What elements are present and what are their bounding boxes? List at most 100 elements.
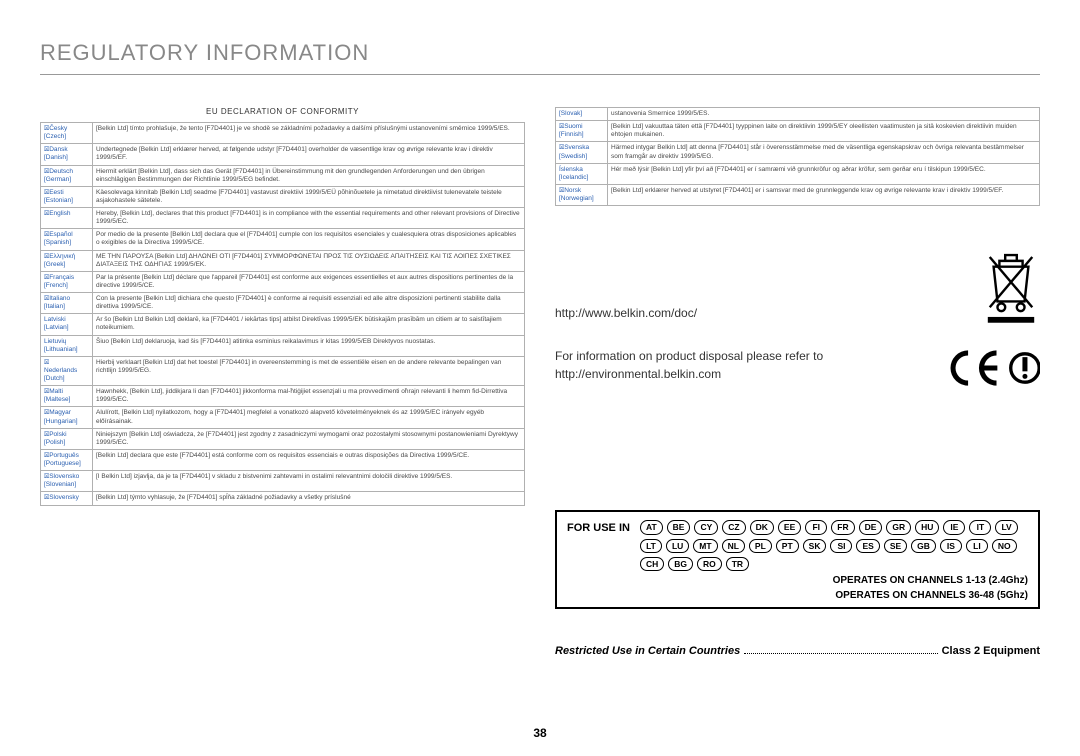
table-row: ⮽Dansk[Danish]Undertegnede [Belkin Ltd] … — [41, 144, 525, 165]
country-pill: MT — [693, 539, 717, 553]
declaration-cell: Por medio de la presente [Belkin Ltd] de… — [93, 229, 525, 250]
weee-icon — [982, 247, 1040, 330]
language-cell: Íslenska[Icelandic] — [556, 163, 608, 184]
language-cell: ⮽Magyar[Hungarian] — [41, 407, 93, 428]
language-cell: ⮽Ελληνική[Greek] — [41, 250, 93, 271]
declaration-cell: Härmed intygar Belkin Ltd] att denna [F7… — [608, 142, 1040, 163]
language-cell: ⮽Slovensko[Slovenian] — [41, 471, 93, 492]
country-pill: PT — [776, 539, 799, 553]
declaration-cell: Undertegnede [Belkin Ltd] erklærer herve… — [93, 144, 525, 165]
declaration-cell: [Belkin Ltd] declara que este [F7D4401] … — [93, 449, 525, 470]
country-pill: LU — [666, 539, 689, 553]
declaration-cell: Ar šo [Belkin Ltd Belkin Ltd] deklarē, k… — [93, 314, 525, 335]
restricted-row: Restricted Use in Certain Countries Clas… — [555, 645, 1040, 657]
language-cell: ⮽Nederlands[Dutch] — [41, 356, 93, 385]
country-pill: EE — [778, 520, 801, 534]
country-pill: CZ — [722, 520, 745, 534]
table-row: ⮽EnglishHereby, [Belkin Ltd], declares t… — [41, 208, 525, 229]
table-row: [Slovak]ustanovenia Smernice 1999/5/ES. — [556, 108, 1040, 121]
disposal-text: For information on product disposal plea… — [555, 348, 875, 383]
conformity-table-left: ⮽Česky[Czech][Belkin Ltd] tímto prohlašu… — [40, 122, 525, 506]
language-cell: Lietuvių[Lithuanian] — [41, 335, 93, 356]
table-row: ⮽Česky[Czech][Belkin Ltd] tímto prohlašu… — [41, 123, 525, 144]
country-pill: TR — [726, 557, 749, 571]
country-pill: LT — [640, 539, 662, 553]
country-pill: CH — [640, 557, 664, 571]
language-cell: ⮽Dansk[Danish] — [41, 144, 93, 165]
country-pill: AT — [640, 520, 663, 534]
country-pill: DE — [859, 520, 883, 534]
table-row: ⮽Slovensko[Slovenian][I Belkin Ltd] izja… — [41, 471, 525, 492]
table-row: ⮽Norsk[Norwegian][Belkin Ltd] erklærer h… — [556, 184, 1040, 205]
declaration-cell: ΜΕ ΤΗΝ ΠΑΡΟΥΣΑ [Belkin Ltd] ΔΗΛΩΝΕΙ ΟΤΙ … — [93, 250, 525, 271]
declaration-cell: Šiuo [Belkin Ltd] deklaruoja, kad šis [F… — [93, 335, 525, 356]
declaration-cell: [Belkin Ltd] týmto vyhlasuje, že [F7D440… — [93, 492, 525, 505]
table-row: Lietuvių[Lithuanian]Šiuo [Belkin Ltd] de… — [41, 335, 525, 356]
table-row: ⮽Suomi[Finnish][Belkin Ltd] vakuuttaa tä… — [556, 121, 1040, 142]
language-cell: ⮽English — [41, 208, 93, 229]
declaration-cell: [Belkin Ltd] vakuuttaa täten että [F7D44… — [608, 121, 1040, 142]
table-row: ⮽Ελληνική[Greek]ΜΕ ΤΗΝ ΠΑΡΟΥΣΑ [Belkin L… — [41, 250, 525, 271]
country-pill: GR — [886, 520, 911, 534]
country-pill: IE — [943, 520, 965, 534]
restricted-right: Class 2 Equipment — [942, 645, 1040, 657]
declaration-cell: ustanovenia Smernice 1999/5/ES. — [608, 108, 1040, 121]
language-cell: ⮽Česky[Czech] — [41, 123, 93, 144]
language-cell: ⮽Polski[Polish] — [41, 428, 93, 449]
right-column: [Slovak]ustanovenia Smernice 1999/5/ES.⮽… — [555, 107, 1040, 627]
table-row: ⮽Polski[Polish]Niniejszym [Belkin Ltd] o… — [41, 428, 525, 449]
eu-heading: EU DECLARATION OF CONFORMITY — [40, 107, 525, 116]
declaration-cell: Käesolevaga kinnitab [Belkin Ltd] seadme… — [93, 186, 525, 207]
country-pill: IT — [969, 520, 991, 534]
table-row: Latviski[Latvian]Ar šo [Belkin Ltd Belki… — [41, 314, 525, 335]
language-cell: ⮽Français[French] — [41, 271, 93, 292]
country-pill: BG — [668, 557, 693, 571]
language-cell: ⮽Eesti[Estonian] — [41, 186, 93, 207]
country-pill: CY — [694, 520, 718, 534]
declaration-cell: [Belkin Ltd] erklærer herved at utstyret… — [608, 184, 1040, 205]
page-title: REGULATORY INFORMATION — [40, 40, 1040, 66]
declaration-cell: Con la presente [Belkin Ltd] dichiara ch… — [93, 293, 525, 314]
language-cell: ⮽Español[Spanish] — [41, 229, 93, 250]
table-row: ⮽Slovensky[Belkin Ltd] týmto vyhlasuje, … — [41, 492, 525, 505]
language-cell: ⮽Deutsch[German] — [41, 165, 93, 186]
language-cell: ⮽Italiano[Italian] — [41, 293, 93, 314]
country-pill: NO — [992, 539, 1017, 553]
declaration-cell: Hiermit erklärt [Belkin Ltd], dass sich … — [93, 165, 525, 186]
country-pill: SE — [884, 539, 907, 553]
operates-line-2: OPERATES ON CHANNELS 36-48 (5Ghz) — [567, 590, 1028, 601]
country-pill: HU — [915, 520, 939, 534]
declaration-cell: Niniejszym [Belkin Ltd] oświadcza, że [F… — [93, 428, 525, 449]
country-pill: GB — [911, 539, 936, 553]
country-pill: SK — [803, 539, 827, 553]
restricted-left: Restricted Use in Certain Countries — [555, 645, 740, 657]
language-cell: ⮽Suomi[Finnish] — [556, 121, 608, 142]
table-row: ⮽Malti[Maltese]Hawnhekk, [Belkin Ltd], j… — [41, 386, 525, 407]
declaration-cell: [I Belkin Ltd] izjavlja, da je ta [F7D44… — [93, 471, 525, 492]
ce-mark — [948, 347, 1040, 389]
dotted-leader — [744, 646, 937, 654]
declaration-cell: Hierbij verklaart [Belkin Ltd] dat het t… — [93, 356, 525, 385]
country-pill: FR — [831, 520, 854, 534]
language-cell: ⮽Português[Portuguese] — [41, 449, 93, 470]
declaration-cell: Hér með lýsir [Belkin Ltd] yfir því að [… — [608, 163, 1040, 184]
page-number: 38 — [533, 726, 546, 740]
operates-line-1: OPERATES ON CHANNELS 1-13 (2.4Ghz) — [567, 575, 1028, 586]
country-pill: PL — [749, 539, 772, 553]
content-columns: EU DECLARATION OF CONFORMITY ⮽Česky[Czec… — [40, 107, 1040, 627]
doc-url: http://www.belkin.com/doc/ — [555, 306, 1040, 320]
country-pill: RO — [697, 557, 722, 571]
country-pill: SI — [830, 539, 852, 553]
table-row: Íslenska[Icelandic]Hér með lýsir [Belkin… — [556, 163, 1040, 184]
country-pills: ATBECYCZDKEEFIFRDEGRHUIEITLVLTLUMTNLPLPT… — [640, 520, 1028, 571]
table-row: ⮽Español[Spanish]Por medio de la present… — [41, 229, 525, 250]
country-pill: FI — [805, 520, 827, 534]
country-pill: DK — [750, 520, 774, 534]
left-column: EU DECLARATION OF CONFORMITY ⮽Česky[Czec… — [40, 107, 525, 627]
country-pill: LI — [966, 539, 988, 553]
language-cell: ⮽Slovensky — [41, 492, 93, 505]
language-cell: Latviski[Latvian] — [41, 314, 93, 335]
declaration-cell: Alulírott, [Belkin Ltd] nyilatkozom, hog… — [93, 407, 525, 428]
for-use-label: FOR USE IN — [567, 520, 630, 534]
declaration-cell: Hawnhekk, [Belkin Ltd], jiddikjara li da… — [93, 386, 525, 407]
